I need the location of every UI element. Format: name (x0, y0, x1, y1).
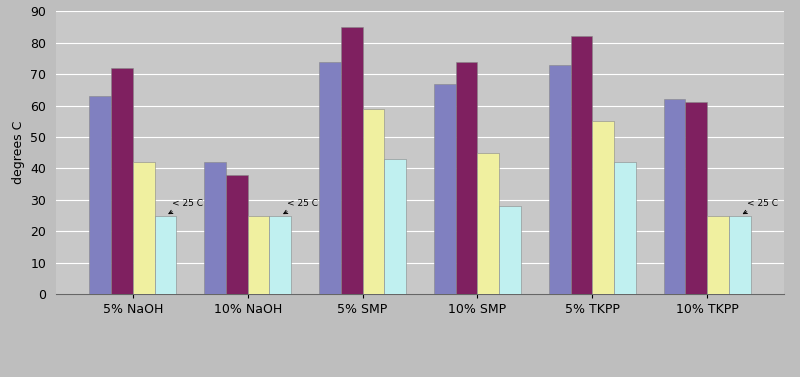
Bar (499, 206, 521, 294)
Bar (319, 61, 341, 294)
Bar (549, 65, 570, 294)
Bar (592, 121, 614, 294)
Bar (707, 216, 729, 294)
Text: < 25 C: < 25 C (169, 199, 203, 214)
Bar (270, 216, 291, 294)
Bar (434, 84, 456, 294)
Bar (478, 153, 499, 294)
Bar (111, 68, 133, 294)
Bar (204, 162, 226, 294)
Bar (154, 216, 177, 294)
Bar (686, 103, 707, 294)
Text: < 25 C: < 25 C (743, 199, 778, 214)
Bar (729, 216, 751, 294)
Bar (341, 27, 362, 294)
Bar (384, 159, 406, 294)
Bar (456, 61, 478, 294)
Bar (362, 109, 384, 294)
Bar (133, 162, 154, 294)
Y-axis label: degrees C: degrees C (12, 121, 25, 184)
Bar (614, 162, 636, 294)
Bar (570, 37, 592, 294)
Bar (226, 175, 248, 294)
Bar (248, 216, 270, 294)
Text: < 25 C: < 25 C (284, 199, 318, 214)
Bar (663, 99, 686, 294)
Bar (89, 96, 111, 294)
